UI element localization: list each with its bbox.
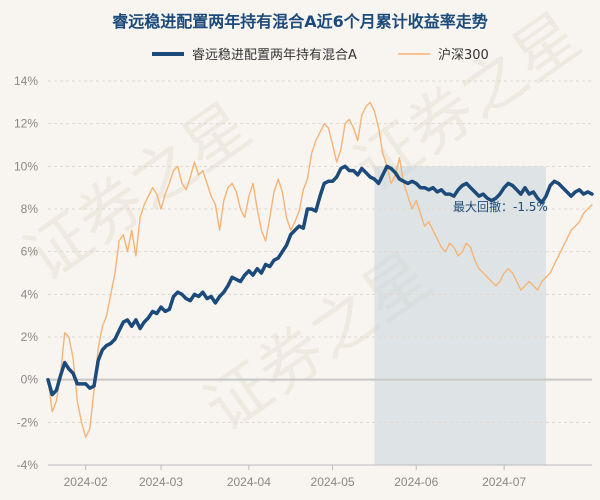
series-line-index	[47, 101, 593, 438]
legend-label-index: 沪深300	[438, 47, 489, 63]
legend-label-fund: 睿远稳进配置两年持有混合A	[192, 47, 357, 63]
y-tick-label: 14%	[14, 74, 38, 88]
x-tick-label: 2024-05	[311, 475, 355, 489]
y-tick-label: 10%	[14, 159, 38, 173]
y-tick-label: -4%	[17, 458, 39, 472]
x-tick-label: 2024-03	[139, 475, 183, 489]
x-tick-label: 2024-07	[482, 475, 526, 489]
legend: 睿远稳进配置两年持有混合A 沪深300	[152, 47, 489, 63]
y-tick-label: 8%	[21, 202, 39, 216]
y-tick-label: 12%	[14, 117, 38, 131]
x-tick-label: 2024-06	[394, 475, 438, 489]
series-line-fund	[46, 164, 594, 397]
axis-layer: -4% -2% 0% 2% 4% 6% 8% 10% 12% 14% 2024-02 2024-03 2…	[14, 74, 592, 489]
y-tick-label: -2%	[17, 415, 39, 429]
y-tick-label: 2%	[21, 330, 39, 344]
x-tick-label: 2024-02	[64, 475, 108, 489]
y-tick-label: 0%	[21, 373, 39, 387]
drawdown-layer	[374, 166, 546, 466]
max-drawdown-annotation: 最大回撤：-1.5%	[453, 199, 548, 214]
chart-title: 睿远稳进配置两年持有混合A近6个月累计收益率走势	[112, 12, 488, 31]
x-tick-label: 2024-04	[227, 475, 271, 489]
y-tick-label: 4%	[21, 287, 39, 301]
series-layer	[46, 101, 594, 438]
y-tick-label: 6%	[21, 245, 39, 259]
max-drawdown-region	[374, 166, 546, 466]
